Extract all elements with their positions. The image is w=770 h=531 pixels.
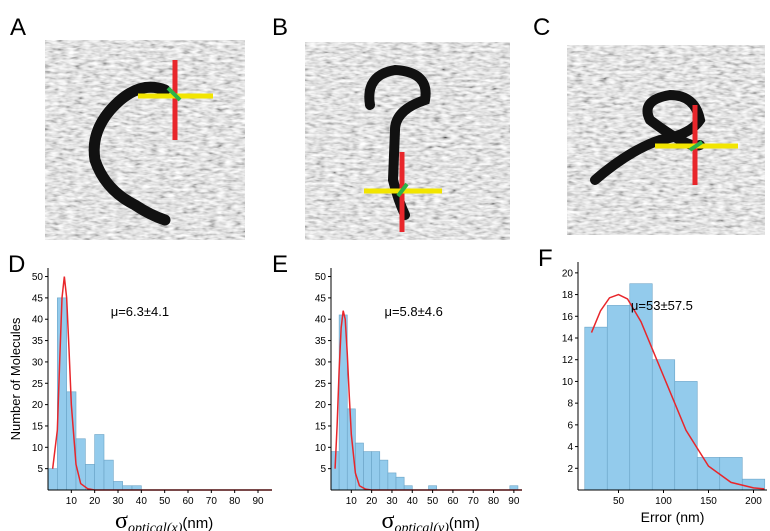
bar <box>651 359 676 491</box>
x-axis-label: σoptical(x)(nm) <box>115 508 213 531</box>
y-tick-label: 2 <box>567 464 573 475</box>
y-tick-label: 50 <box>315 272 327 283</box>
bar <box>674 381 698 491</box>
x-tick-label: 70 <box>206 496 218 507</box>
y-tick-label: 18 <box>562 290 574 301</box>
bar <box>719 457 743 491</box>
y-tick-label: 45 <box>32 293 44 304</box>
x-label-symbol: σ <box>115 508 128 531</box>
bar <box>606 305 631 491</box>
fit-curve <box>334 310 522 491</box>
x-tick-label: 70 <box>468 496 480 507</box>
x-axis-label: σoptical(y)(nm) <box>382 508 480 531</box>
x-tick-label: 80 <box>488 496 500 507</box>
y-tick-label: 4 <box>567 442 573 453</box>
x-tick-label: 10 <box>346 496 358 507</box>
y-tick-label: 40 <box>315 315 327 326</box>
image-a <box>45 40 245 240</box>
y-tick-label: 15 <box>32 421 44 432</box>
x-label-subscript: optical(x) <box>128 521 183 531</box>
panel-label: F <box>538 245 553 272</box>
bar <box>371 451 381 491</box>
x-tick-label: 150 <box>700 496 717 507</box>
x-axis-label: Error (nm) <box>641 509 705 525</box>
x-tick-label: 60 <box>447 496 459 507</box>
y-tick-label: 8 <box>567 399 573 410</box>
x-tick-label: 100 <box>655 496 672 507</box>
y-axis-label: Number of Molecules <box>8 317 23 440</box>
x-tick-label: 50 <box>159 496 171 507</box>
y-tick-label: 30 <box>32 357 44 368</box>
y-tick-label: 40 <box>32 315 44 326</box>
x-tick-label: 10 <box>66 496 78 507</box>
x-tick-label: 40 <box>136 496 148 507</box>
y-tick-label: 30 <box>315 357 327 368</box>
bar <box>47 468 58 491</box>
annotation: μ=6.3±4.1 <box>111 304 169 319</box>
bar <box>387 472 397 491</box>
x-tick-label: 20 <box>89 496 101 507</box>
bar <box>103 459 114 491</box>
bar <box>113 481 123 491</box>
bar <box>395 476 405 491</box>
x-tick-label: 80 <box>229 496 241 507</box>
panel-label: E <box>272 251 288 278</box>
x-label-symbol: σ <box>382 508 395 531</box>
y-tick-label: 10 <box>315 443 327 454</box>
bar <box>379 459 389 491</box>
y-tick-label: 5 <box>320 464 326 475</box>
annotation: μ=5.8±4.6 <box>384 304 442 319</box>
annotation: μ=53±57.5 <box>631 298 693 313</box>
y-tick-label: 12 <box>562 355 574 366</box>
x-tick-label: 40 <box>407 496 419 507</box>
x-tick-label: 20 <box>366 496 378 507</box>
panel-label: D <box>8 251 25 278</box>
panel-label: B <box>272 14 288 41</box>
panel-label: A <box>10 14 26 41</box>
x-label-unit: (nm) <box>449 515 480 531</box>
x-tick-label: 50 <box>613 496 625 507</box>
bar <box>363 451 372 491</box>
y-tick-label: 6 <box>567 420 573 431</box>
y-tick-label: 20 <box>315 400 327 411</box>
x-tick-label: 30 <box>112 496 124 507</box>
fit-curve <box>590 293 765 490</box>
x-tick-label: 60 <box>182 496 194 507</box>
bar <box>696 457 721 491</box>
y-tick-label: 45 <box>315 293 327 304</box>
x-tick-label: 90 <box>508 496 520 507</box>
panel-label: C <box>533 14 550 41</box>
y-tick-label: 25 <box>315 379 327 390</box>
x-tick-label: 50 <box>427 496 439 507</box>
image-b <box>305 42 510 240</box>
y-tick-label: 14 <box>562 334 574 345</box>
y-tick-label: 35 <box>32 336 44 347</box>
y-tick-label: 10 <box>562 377 574 388</box>
bar <box>355 442 364 491</box>
x-tick-label: 90 <box>252 496 264 507</box>
bar <box>94 434 105 491</box>
x-label-unit: (nm) <box>182 515 213 531</box>
y-tick-label: 10 <box>32 443 44 454</box>
y-tick-label: 20 <box>562 268 574 279</box>
bar <box>584 326 608 491</box>
y-tick-label: 16 <box>562 312 574 323</box>
fit-curve <box>51 276 272 491</box>
y-tick-label: 20 <box>32 400 44 411</box>
x-tick-label: 200 <box>745 496 762 507</box>
x-label-subscript: optical(y) <box>394 521 449 531</box>
bar <box>85 464 95 491</box>
image-c <box>567 45 765 235</box>
x-tick-label: 30 <box>386 496 398 507</box>
y-tick-label: 5 <box>37 464 43 475</box>
y-tick-label: 35 <box>315 336 327 347</box>
bar <box>629 283 653 491</box>
y-tick-label: 15 <box>315 421 327 432</box>
y-tick-label: 50 <box>32 272 44 283</box>
y-tick-label: 25 <box>32 379 44 390</box>
